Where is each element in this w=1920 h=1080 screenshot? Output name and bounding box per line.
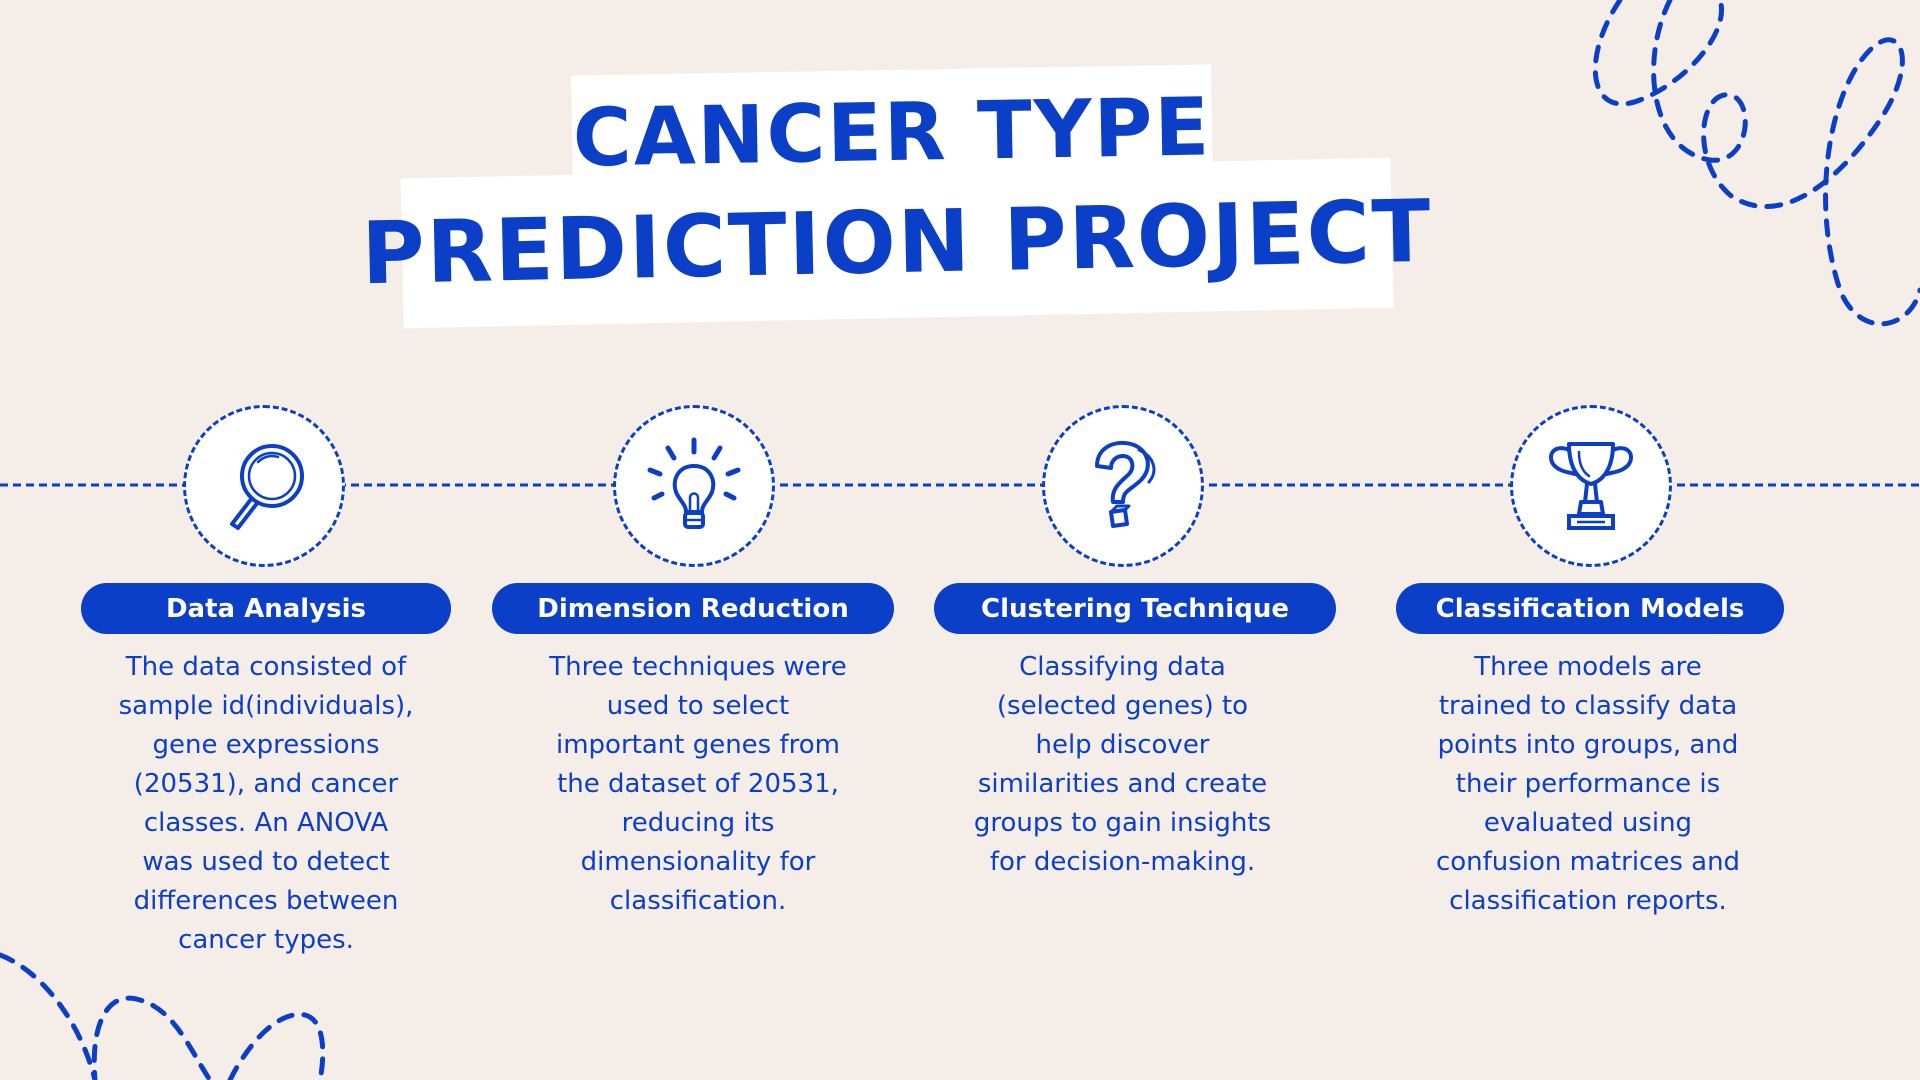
title-text-2: PREDICTION PROJECT [360, 181, 1434, 305]
magnifying-glass-icon [230, 444, 304, 530]
step-4-icon-circle [1510, 405, 1672, 567]
step-4-label-text: Classification Models [1435, 593, 1745, 624]
step-2-icon-circle [613, 405, 775, 567]
step-4-label: Classification Models [1396, 583, 1784, 634]
step-1-description: The data consisted of sample id(individu… [118, 652, 414, 955]
decorative-loop-top-right [1592, 0, 1920, 327]
decorative-loop-bottom-left [0, 952, 326, 1080]
step-3-label: Clustering Technique [934, 583, 1336, 634]
step-3-icon-circle [1042, 405, 1204, 567]
step-2-label-text: Dimension Reduction [537, 593, 849, 624]
step-4-description: Three models are trained to classify dat… [1435, 652, 1741, 916]
step-2-description: Three techniques were used to select imp… [549, 652, 847, 916]
title-line-2: PREDICTION PROJECT [361, 157, 1433, 329]
step-3-label-text: Clustering Technique [981, 593, 1289, 624]
step-3-description: Classifying data (selected genes) to hel… [973, 652, 1272, 877]
step-1-icon-circle [183, 405, 345, 567]
lightbulb-icon [647, 437, 741, 529]
step-1-label: Data Analysis [81, 583, 451, 634]
step-1-label-text: Data Analysis [165, 593, 367, 624]
question-mark-icon [1095, 440, 1156, 528]
trophy-icon [1549, 442, 1633, 530]
step-2-label: Dimension Reduction [492, 583, 894, 634]
